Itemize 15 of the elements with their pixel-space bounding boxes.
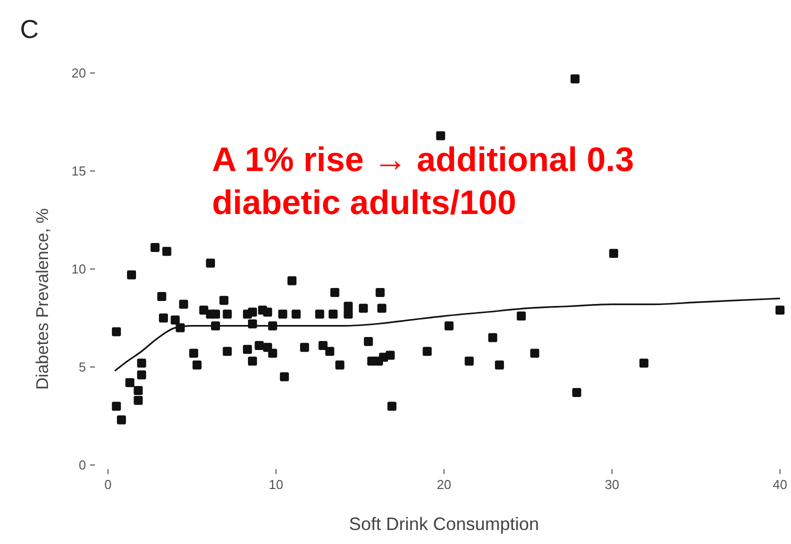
line-series (114, 298, 781, 372)
x-tick-label: 30 (604, 477, 620, 492)
x-tick-label: 20 (436, 477, 452, 492)
y-tick-label: 10 (72, 262, 86, 277)
y-tick-label: 0 (78, 458, 86, 473)
x-tick-label: 40 (772, 477, 788, 492)
y-tick-label: 20 (72, 66, 86, 81)
chart-title: C (20, 14, 39, 44)
x-axis-title: Soft Drink Consumption (348, 514, 540, 534)
x-tick-label: 10 (268, 477, 284, 492)
y-axis-title: Diabetes Prevalence, % (33, 208, 52, 390)
y-tick-label: 15 (72, 164, 86, 179)
x-tick-label: 0 (104, 477, 112, 492)
y-tick-label: 5 (78, 360, 86, 375)
annotation: A 1% rise → additional 0.3 diabetic adults/100 (212, 141, 634, 222)
